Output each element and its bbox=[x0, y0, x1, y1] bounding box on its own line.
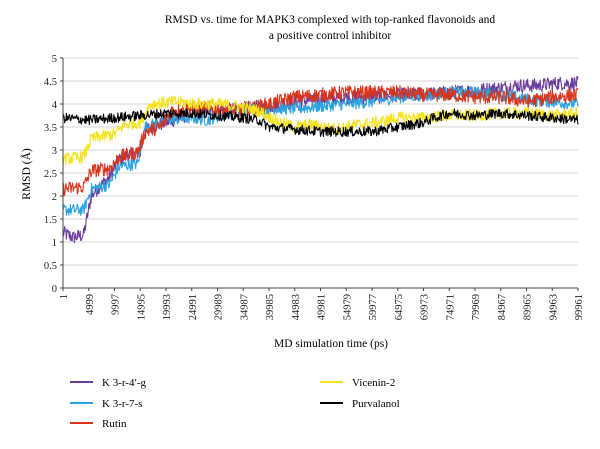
y-tick-labels: 0 0.5 1 1.5 2 2.5 3 3.5 4 4.5 5 bbox=[44, 54, 63, 295]
x-tick-label: 84967 bbox=[497, 294, 508, 320]
x-tick-label: 19993 bbox=[162, 294, 173, 320]
x-tick-labels: 1 4999 9997 14995 19993 24991 29989 34987 39985 4… bbox=[59, 288, 585, 320]
legend: K 3-r-4′-g K 3-r-7-s Rutin Vicenin-2 Purvala… bbox=[70, 377, 400, 430]
x-tick-label: 29989 bbox=[214, 294, 225, 320]
x-tick-label: 44983 bbox=[291, 294, 302, 320]
x-tick-label: 1 bbox=[59, 294, 70, 299]
chart-title-line-1: RMSD vs. time for MAPK3 complexed with t… bbox=[165, 14, 496, 26]
x-tick-label: 9997 bbox=[111, 294, 122, 315]
legend-label: K 3-r-4′-g bbox=[102, 377, 147, 389]
y-tick-label: 4 bbox=[52, 100, 58, 111]
x-tick-label: 64975 bbox=[394, 294, 405, 320]
y-tick-label: 2 bbox=[52, 192, 57, 203]
x-tick-label: 99961 bbox=[574, 294, 585, 320]
y-tick-label: 4.5 bbox=[44, 77, 57, 88]
y-tick-label: 1 bbox=[52, 238, 57, 249]
series-line bbox=[62, 85, 579, 197]
x-tick-label: 39985 bbox=[265, 294, 276, 320]
x-tick-label: 34987 bbox=[239, 294, 250, 320]
legend-label: Vicenin-2 bbox=[352, 377, 395, 389]
series-line bbox=[62, 85, 579, 216]
y-tick-label: 5 bbox=[52, 54, 57, 65]
y-tick-label: 3 bbox=[52, 146, 57, 157]
x-tick-label: 89965 bbox=[523, 294, 534, 320]
x-tick-label: 74971 bbox=[445, 294, 456, 320]
x-tick-label: 59977 bbox=[368, 294, 379, 320]
y-tick-label: 3.5 bbox=[44, 123, 57, 134]
x-tick-label: 4999 bbox=[85, 294, 96, 315]
legend-label: Rutin bbox=[102, 418, 127, 430]
chart-title-line-2: a positive control inhibitor bbox=[269, 30, 391, 42]
legend-label: Purvalanol bbox=[352, 398, 400, 410]
legend-label: K 3-r-7-s bbox=[102, 398, 142, 410]
y-tick-label: 1.5 bbox=[44, 215, 57, 226]
series-lines bbox=[62, 75, 579, 244]
x-tick-label: 24991 bbox=[188, 294, 199, 320]
x-tick-label: 69973 bbox=[420, 294, 431, 320]
x-tick-label: 49981 bbox=[317, 294, 328, 320]
y-tick-label: 2.5 bbox=[44, 169, 57, 180]
x-tick-label: 14995 bbox=[136, 294, 147, 320]
y-tick-label: 0.5 bbox=[44, 261, 57, 272]
y-tick-label: 0 bbox=[52, 284, 57, 295]
series-line bbox=[62, 108, 579, 138]
y-axis-title: RMSD (Å) bbox=[19, 148, 33, 200]
x-axis-title: MD simulation time (ps) bbox=[274, 338, 388, 350]
x-tick-label: 79969 bbox=[471, 294, 482, 320]
x-tick-label: 94963 bbox=[548, 294, 559, 320]
x-tick-label: 54979 bbox=[342, 294, 353, 320]
